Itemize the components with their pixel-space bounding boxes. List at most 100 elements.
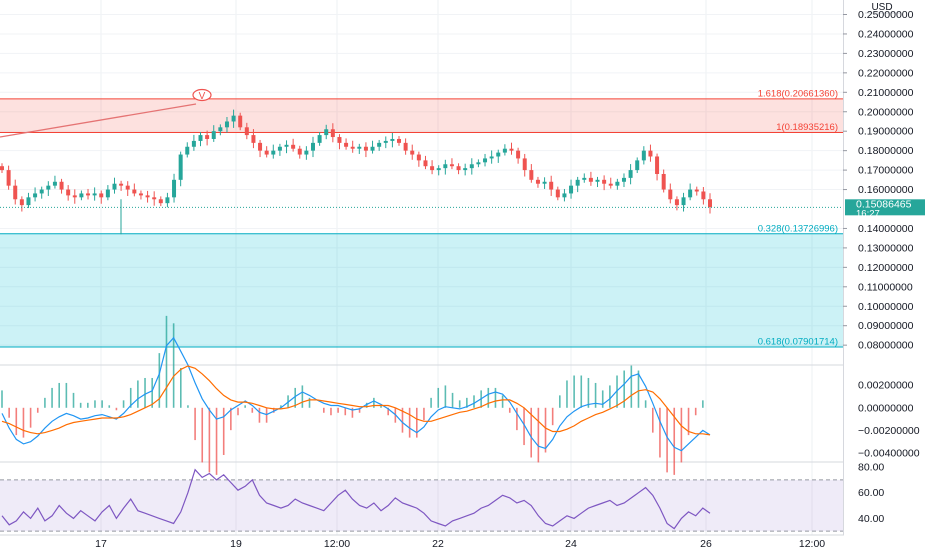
candle-body [463,168,468,171]
candle-body [416,154,421,161]
candle-body [668,189,673,200]
candle-body [615,181,620,186]
candle-body [158,199,163,204]
candle-body [205,135,210,139]
candle-body [509,148,514,151]
y-tick-label: 0.24000000 [858,28,914,40]
candle-body [191,140,196,147]
y-tick-label: 0.16000000 [858,184,914,196]
candle-body [502,148,507,153]
candle-body [105,189,110,198]
candle-body [66,189,71,196]
time-axis[interactable]: 17 19 12:00 22 24 26 12:00 [95,538,825,550]
candle-body [655,156,660,174]
candle-body [271,150,276,155]
y-tick-label: 0.23000000 [858,48,914,60]
candle-body [397,138,402,143]
y-tick-label: 0.25000000 [858,9,914,21]
candle-body [112,183,117,190]
x-tick-label: 12:00 [324,538,350,550]
macd-y-tick-label: −0.00400000 [858,447,920,459]
candle-body [52,181,57,186]
y-tick-label: 0.11000000 [858,281,913,293]
candle-body [264,150,269,155]
y-tick-label: 0.20000000 [858,106,914,118]
candle-body [562,193,567,198]
grid-lines [0,0,932,536]
y-tick-label: 0.13000000 [858,242,914,254]
candle-body [152,197,157,200]
candle-body [251,135,256,143]
rsi-y-tick-label: 80.00 [858,462,884,474]
candle-body [79,193,84,198]
candle-body [330,129,335,138]
trend-line-segment [0,103,197,138]
wave-marker [192,88,212,102]
candle-body [383,140,388,143]
candle-body [701,191,706,200]
candle-body [608,183,613,186]
candle-body [72,195,77,198]
candle-body [516,150,521,159]
candle-body [602,179,607,184]
y-tick-label: 0.17000000 [858,165,914,177]
candle-body [522,158,527,171]
candle-body [291,144,296,149]
candle-body [588,177,593,182]
candle-body [99,193,104,198]
candle-body [456,166,461,171]
candle-body [132,189,137,194]
candle-body [277,146,282,151]
fib-zone-upper [0,98,843,133]
candle-body [19,199,24,206]
candle-body [86,193,91,196]
candle-body [198,135,203,141]
candle-body [489,156,494,159]
candle-body [423,160,428,167]
candle-body [344,142,349,147]
macd-line [1,336,711,452]
candle-body [674,199,679,206]
candle-body [0,166,4,171]
countdown-timer: 16:27 [856,208,880,219]
candle-body [317,135,322,143]
x-tick-label: 19 [230,538,242,550]
candle-body [218,127,223,132]
candle-body [569,185,574,194]
candle-body [39,189,44,194]
candle-body [535,179,540,184]
y-tick-label: 0.22000000 [858,67,914,79]
candle-body [337,137,342,143]
x-tick-label: 24 [565,538,577,550]
candle-body [26,197,31,206]
candle-body [145,195,150,198]
candlestick-series [0,109,712,235]
candle-body [6,170,11,186]
candle-body [483,158,488,163]
candle-body [284,144,289,147]
candle-body [582,177,587,180]
fib-level-label: 1(0.18935216) [776,122,838,133]
candle-body [694,189,699,192]
candle-body [390,138,395,141]
candle-body [178,154,183,180]
candle-body [681,197,686,206]
candle-body [46,185,51,190]
x-tick-label: 17 [95,538,107,550]
candle-body [621,177,626,182]
macd-y-tick-label: 0.00000000 [858,402,914,414]
candle-body [59,181,64,190]
candle-body [436,168,441,171]
candle-body [357,146,362,149]
candle-body [238,115,243,128]
candle-body [635,160,640,171]
candle-body [542,181,547,184]
candle-body [575,179,580,186]
candle-body [549,181,554,190]
candle-body [648,150,653,157]
last-price-value: 0.15086465 [856,198,912,210]
candle-body [92,193,97,196]
